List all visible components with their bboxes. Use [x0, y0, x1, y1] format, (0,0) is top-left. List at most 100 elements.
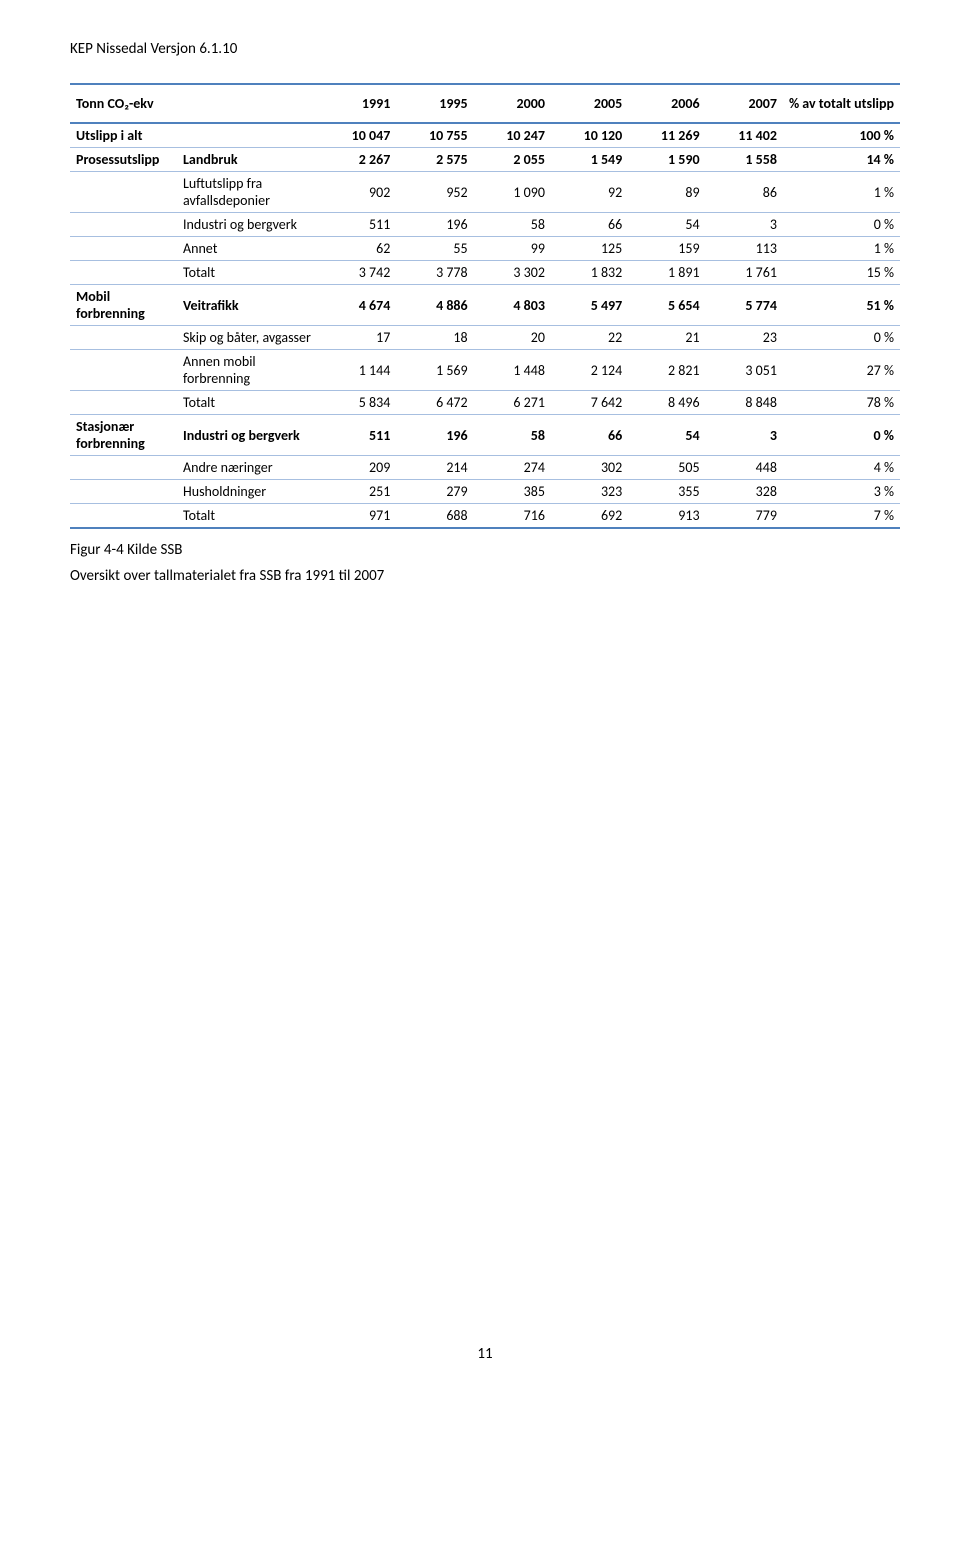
cell-value: 779 — [706, 504, 783, 529]
cell-value: 10 047 — [319, 123, 396, 148]
cell-value: 4 886 — [396, 285, 473, 326]
cell-value: 1 761 — [706, 261, 783, 285]
table-header-row: Tonn CO₂-ekv 1991 1995 2000 2005 2006 20… — [70, 84, 900, 123]
cell-value: 5 834 — [319, 391, 396, 415]
table-row: Utslipp i alt10 04710 75510 24710 12011 … — [70, 123, 900, 148]
cell-value: 10 120 — [551, 123, 628, 148]
cell-value: 21 — [628, 326, 705, 350]
cell-value: 209 — [319, 456, 396, 480]
cell-value: 4 803 — [474, 285, 551, 326]
row-subcategory: Skip og båter, avgasser — [177, 326, 319, 350]
cell-value: 1 448 — [474, 350, 551, 391]
row-category — [70, 172, 177, 213]
cell-value: 214 — [396, 456, 473, 480]
table-row: Stasjonær forbrenningIndustri og bergver… — [70, 415, 900, 456]
cell-value: 20 — [474, 326, 551, 350]
cell-value: 1 % — [783, 237, 900, 261]
cell-value: 385 — [474, 480, 551, 504]
col-header-year: 2005 — [551, 84, 628, 123]
cell-value: 3 778 — [396, 261, 473, 285]
cell-value: 913 — [628, 504, 705, 529]
cell-value: 1 558 — [706, 148, 783, 172]
cell-value: 0 % — [783, 213, 900, 237]
cell-value: 54 — [628, 213, 705, 237]
cell-value: 58 — [474, 415, 551, 456]
cell-value: 2 821 — [628, 350, 705, 391]
cell-value: 2 124 — [551, 350, 628, 391]
cell-value: 4 % — [783, 456, 900, 480]
table-row: Industri og bergverk51119658665430 % — [70, 213, 900, 237]
cell-value: 125 — [551, 237, 628, 261]
cell-value: 5 497 — [551, 285, 628, 326]
cell-value: 196 — [396, 213, 473, 237]
row-category — [70, 213, 177, 237]
cell-value: 8 848 — [706, 391, 783, 415]
cell-value: 279 — [396, 480, 473, 504]
cell-value: 511 — [319, 213, 396, 237]
cell-value: 100 % — [783, 123, 900, 148]
row-subcategory: Andre næringer — [177, 456, 319, 480]
cell-value: 3 — [706, 415, 783, 456]
cell-value: 14 % — [783, 148, 900, 172]
cell-value: 7 642 — [551, 391, 628, 415]
cell-value: 6 271 — [474, 391, 551, 415]
table-row: ProsessutslippLandbruk2 2672 5752 0551 5… — [70, 148, 900, 172]
row-subcategory: Industri og bergverk — [177, 213, 319, 237]
row-subcategory: Husholdninger — [177, 480, 319, 504]
row-subcategory: Totalt — [177, 504, 319, 529]
table-row: Annet6255991251591131 % — [70, 237, 900, 261]
cell-value: 6 472 — [396, 391, 473, 415]
row-subcategory: Totalt — [177, 261, 319, 285]
cell-value: 196 — [396, 415, 473, 456]
cell-value: 355 — [628, 480, 705, 504]
cell-value: 902 — [319, 172, 396, 213]
row-category — [70, 456, 177, 480]
table-row: Husholdninger2512793853233553283 % — [70, 480, 900, 504]
cell-value: 27 % — [783, 350, 900, 391]
cell-value: 716 — [474, 504, 551, 529]
cell-value: 18 — [396, 326, 473, 350]
cell-value: 952 — [396, 172, 473, 213]
cell-value: 99 — [474, 237, 551, 261]
table-row: Totalt9716887166929137797 % — [70, 504, 900, 529]
cell-value: 971 — [319, 504, 396, 529]
cell-value: 448 — [706, 456, 783, 480]
document-header: KEP Nissedal Versjon 6.1.10 — [70, 40, 900, 58]
cell-value: 302 — [551, 456, 628, 480]
cell-value: 3 — [706, 213, 783, 237]
table-row: Totalt3 7423 7783 3021 8321 8911 76115 % — [70, 261, 900, 285]
figure-subcaption: Oversikt over tallmaterialet fra SSB fra… — [70, 567, 900, 585]
row-category — [70, 350, 177, 391]
cell-value: 1 832 — [551, 261, 628, 285]
row-category: Utslipp i alt — [70, 123, 177, 148]
cell-value: 1 590 — [628, 148, 705, 172]
cell-value: 505 — [628, 456, 705, 480]
cell-value: 54 — [628, 415, 705, 456]
row-category: Prosessutslipp — [70, 148, 177, 172]
cell-value: 0 % — [783, 415, 900, 456]
row-subcategory: Annen mobil forbrenning — [177, 350, 319, 391]
row-category — [70, 504, 177, 529]
figure-caption: Figur 4-4 Kilde SSB — [70, 541, 900, 559]
table-row: Skip og båter, avgasser1718202221230 % — [70, 326, 900, 350]
col-header-last: % av totalt utslipp — [783, 84, 900, 123]
cell-value: 251 — [319, 480, 396, 504]
cell-value: 1 144 — [319, 350, 396, 391]
cell-value: 5 774 — [706, 285, 783, 326]
cell-value: 10 247 — [474, 123, 551, 148]
cell-value: 274 — [474, 456, 551, 480]
row-category — [70, 326, 177, 350]
col-header-year: 2000 — [474, 84, 551, 123]
cell-value: 58 — [474, 213, 551, 237]
row-subcategory: Landbruk — [177, 148, 319, 172]
cell-value: 323 — [551, 480, 628, 504]
cell-value: 5 654 — [628, 285, 705, 326]
cell-value: 2 267 — [319, 148, 396, 172]
cell-value: 0 % — [783, 326, 900, 350]
cell-value: 86 — [706, 172, 783, 213]
page-number: 11 — [70, 1345, 900, 1363]
row-subcategory: Luftutslipp fra avfallsdeponier — [177, 172, 319, 213]
row-subcategory: Totalt — [177, 391, 319, 415]
table-row: Annen mobil forbrenning1 1441 5691 4482 … — [70, 350, 900, 391]
cell-value: 1 569 — [396, 350, 473, 391]
